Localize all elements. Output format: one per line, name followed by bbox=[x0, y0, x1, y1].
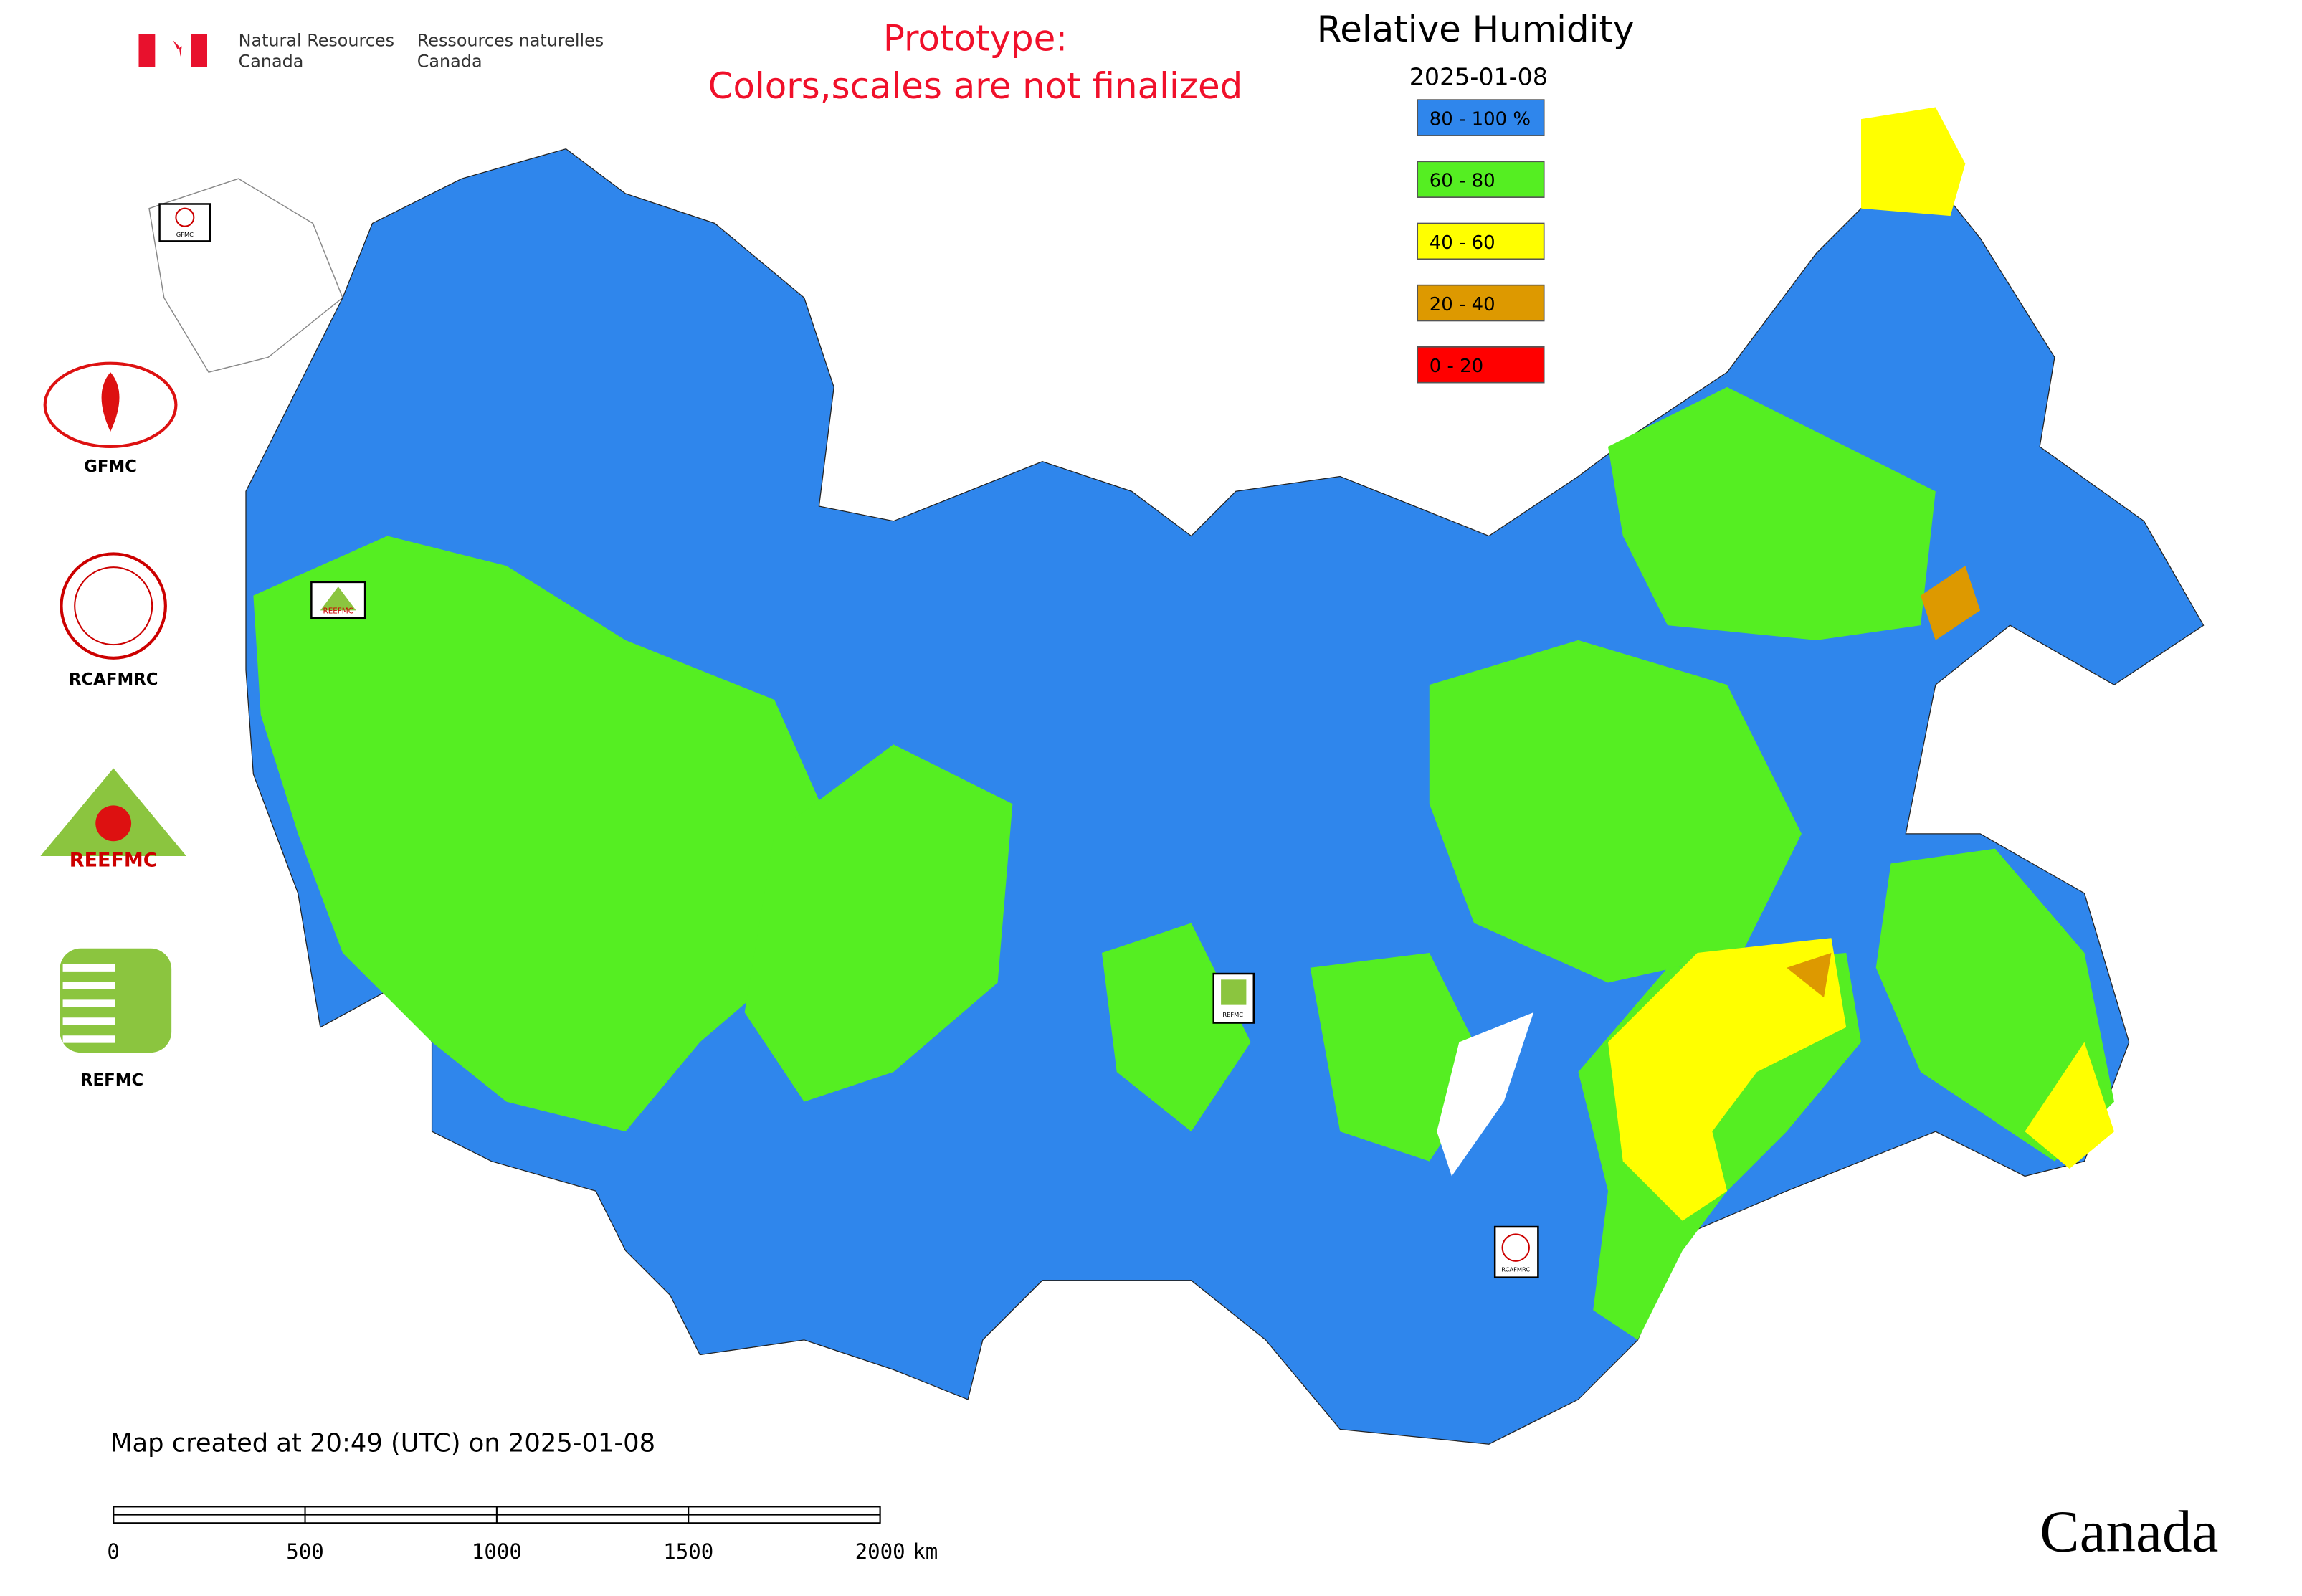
maple-leaf bbox=[173, 40, 182, 57]
border bbox=[148, 178, 343, 373]
marker-label: REEFMC bbox=[323, 607, 353, 616]
scale-unit: km bbox=[913, 1539, 938, 1564]
wordmark: Canada bbox=[2040, 1498, 2218, 1564]
legend-label: 80 - 100 % bbox=[1430, 108, 1531, 130]
scale-bar: 0 500 1000 1500 2000 km bbox=[107, 1506, 938, 1564]
legend-swatch bbox=[1417, 284, 1545, 322]
scale-label: 2000 bbox=[855, 1539, 905, 1564]
logo: REEFMC bbox=[40, 768, 186, 872]
legend-label: 20 - 40 bbox=[1430, 294, 1495, 315]
legend-label: 40 - 60 bbox=[1430, 232, 1495, 254]
humidity-zone bbox=[1429, 640, 1802, 983]
map-date: 2025-01-08 bbox=[1409, 62, 1548, 90]
scale-label: 0 bbox=[107, 1539, 120, 1564]
legend-swatch bbox=[1417, 346, 1545, 384]
marker: RCAFMRC bbox=[1493, 1225, 1539, 1278]
legend-label: 60 - 80 bbox=[1430, 171, 1495, 192]
legend: 80 - 100 % 60 - 80 40 - 60 20 - 40 0 - 20 bbox=[1417, 99, 1545, 384]
org-en: Natural Resources bbox=[239, 30, 394, 50]
lake bbox=[1437, 1012, 1534, 1177]
marker-label: REFMC bbox=[1222, 1011, 1243, 1018]
scale-label: 1000 bbox=[472, 1539, 522, 1564]
marker: REEFMC bbox=[310, 581, 366, 619]
map bbox=[148, 107, 2205, 1445]
marker: REFMC bbox=[1212, 972, 1255, 1024]
humidity-zone bbox=[1921, 566, 1981, 640]
legend-swatch bbox=[1417, 161, 1545, 198]
flag-bar bbox=[191, 34, 208, 67]
logo-label: REFMC bbox=[80, 1071, 143, 1090]
marker-label: GFMC bbox=[176, 231, 194, 238]
marker: GFMC bbox=[158, 203, 211, 242]
humidity-zone bbox=[1607, 386, 1936, 640]
notice: Colors,scales are not finalized bbox=[708, 65, 1243, 107]
humidity-zone bbox=[2025, 1042, 2114, 1169]
notice: Prototype: bbox=[883, 18, 1067, 60]
marker-label: RCAFMRC bbox=[1501, 1265, 1530, 1273]
scale-label: 500 bbox=[286, 1539, 324, 1564]
logo: REFMC bbox=[60, 948, 172, 1090]
humidity-zone bbox=[744, 744, 1013, 1102]
org-fr: Canada bbox=[417, 51, 482, 71]
humidity-zone bbox=[1607, 938, 1847, 1221]
org-fr: Ressources naturelles bbox=[417, 30, 604, 50]
flag-bar bbox=[138, 34, 156, 67]
humidity-zone bbox=[1875, 848, 2114, 1162]
legend-swatch bbox=[1417, 222, 1545, 260]
logo-label: GFMC bbox=[84, 457, 137, 476]
org-en: Canada bbox=[239, 51, 304, 71]
humidity-zone bbox=[1787, 952, 1832, 998]
logo-label: RCAFMRC bbox=[69, 670, 158, 689]
legend-label: 0 - 20 bbox=[1430, 356, 1483, 377]
map-title: Relative Humidity bbox=[1317, 9, 1635, 50]
logo-label: REEFMC bbox=[70, 850, 158, 872]
logo: RCAFMRC bbox=[60, 552, 167, 689]
created-note: Map created at 20:49 (UTC) on 2025-01-08 bbox=[110, 1429, 655, 1458]
logo: GFMC bbox=[43, 361, 178, 476]
humidity-zone bbox=[1860, 107, 1966, 217]
legend-swatch bbox=[1417, 99, 1545, 136]
scale-label: 1500 bbox=[663, 1539, 713, 1564]
humidity-zone bbox=[253, 536, 834, 1132]
